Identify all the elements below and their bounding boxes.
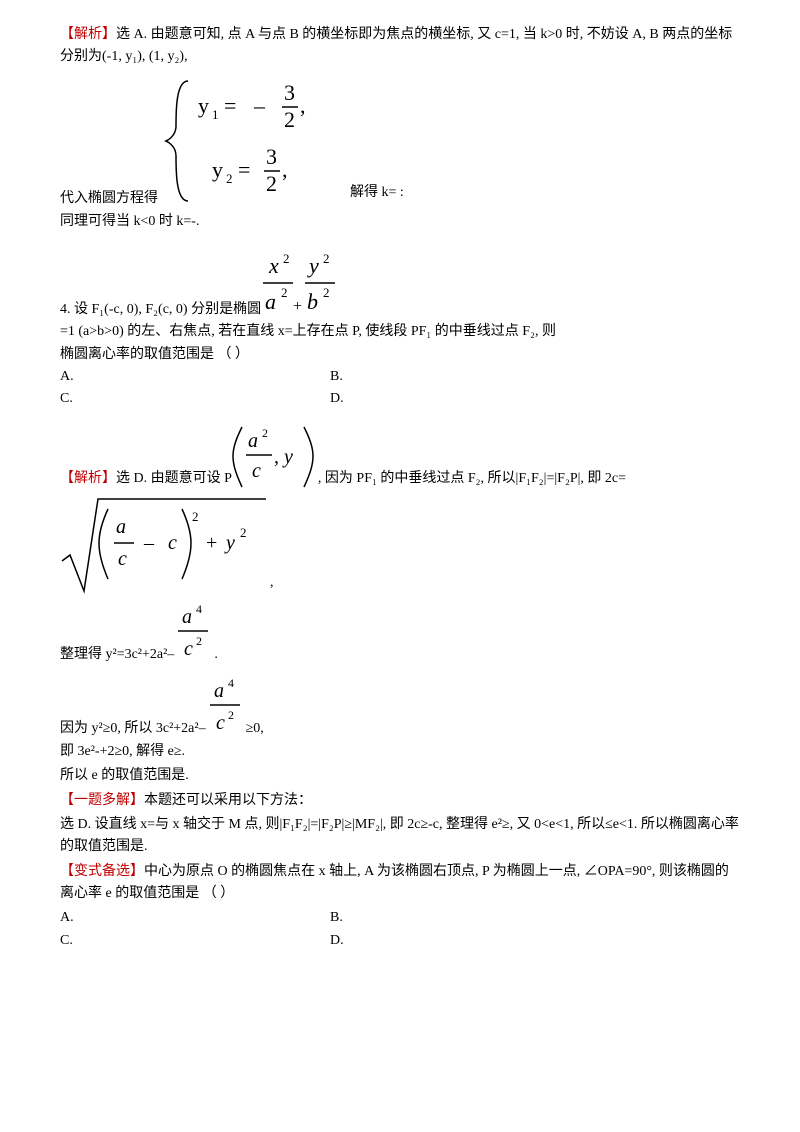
alt-solution: 【一题多解】本题还可以采用以下方法： [60,790,740,812]
svg-text:=: = [238,157,250,182]
svg-text:,: , [282,157,288,182]
analysis-4-label: 【解析】 [60,468,116,490]
svg-text:4: 4 [228,676,234,690]
point-paren-icon: a 2 c , y [232,421,318,491]
svg-text:a: a [116,516,126,538]
analysis-1-eq-line: 代入椭圆方程得 y 1 = – 3 2 , y 2 = 3 2 , 解得 k= … [60,71,740,211]
svg-text:x: x [268,253,279,278]
svg-text:2: 2 [284,107,295,132]
brace-system-icon: y 1 = – 3 2 , y 2 = 3 2 , [158,71,338,211]
svg-text:,: , [300,93,306,118]
svg-text:2: 2 [226,171,233,186]
radical-icon: a c – c 2 + y 2 [60,491,270,601]
alt-label: 【一题多解】 [60,793,144,808]
s4-comma: , [270,572,274,594]
analysis-1-suffix: 解得 k= : [350,182,404,204]
analysis-label: 【解析】 [60,27,116,42]
svg-text:y: y [212,157,223,182]
svg-text:c: c [118,548,127,570]
s4-line5: 即 3e²-+2≥0, 解得 e≥. [60,741,740,763]
variant: 【变式备选】中心为原点 O 的椭圆焦点在 x 轴上, A 为该椭圆右顶点, P … [60,861,740,906]
svg-text:a: a [265,289,276,314]
frac-a4c2-icon: a 4 c 2 [174,601,214,667]
s4-line3-pre: 整理得 y²=3c²+2a²– [60,644,174,666]
svg-text:y: y [198,93,209,118]
var-opt-c: C. [60,930,330,952]
svg-text:,: , [274,446,279,468]
analysis-4-line3: 整理得 y²=3c²+2a²– a 4 c 2 . [60,601,740,667]
svg-text:c: c [216,712,225,734]
svg-text:2: 2 [283,251,290,266]
ellipse-fraction-icon: x 2 a 2 + y 2 b 2 [261,249,337,321]
var-opt-b: B. [330,907,343,929]
s4-line4-pre: 因为 y²≥0, 所以 3c²+2a²– [60,718,206,740]
q4-prefix: 4. 设 F₁(-c, 0), F₂(c, 0) 分别是椭圆 [60,299,261,321]
s4-line3-post: . [214,644,218,666]
question-4: 4. 设 F₁(-c, 0), F₂(c, 0) 分别是椭圆 x 2 a 2 +… [60,249,740,366]
svg-text:2: 2 [323,251,330,266]
analysis-4-radical-line: a c – c 2 + y 2 , [60,491,740,601]
analysis-1-intro: 选 A. 由题意可知, 点 A 与点 B 的横坐标即为焦点的横坐标, 又 c=1… [60,27,732,64]
svg-text:=: = [224,93,236,118]
q4-mid: =1 (a>b>0) 的左、右焦点, 若在直线 x=上存在点 P, 使线段 PF… [60,321,560,366]
svg-text:c: c [168,532,177,554]
svg-text:c: c [252,460,261,482]
analysis-1-prefix: 代入椭圆方程得 [60,188,158,210]
svg-text:a: a [214,680,224,702]
variant-body: 中心为原点 O 的椭圆焦点在 x 轴上, A 为该椭圆右顶点, P 为椭圆上一点… [60,864,729,901]
alt-body: 选 D. 设直线 x=与 x 轴交于 M 点, 则|F₁F₂|=|F₂P|≥|M… [60,814,740,859]
svg-text:2: 2 [262,426,268,440]
s4-pre: 选 D. 由题意可设 P [116,468,232,490]
svg-text:2: 2 [228,708,234,722]
svg-text:3: 3 [266,144,277,169]
var-opts-row1: A. B. [60,907,740,929]
var-opts-row2: C. D. [60,930,740,952]
svg-text:2: 2 [323,285,330,300]
svg-text:y: y [224,532,235,554]
s4-post: , 因为 PF₁ 的中垂线过点 F₂, 所以|F₁F₂|=|F₂P|, 即 2c… [318,468,626,490]
svg-text:+: + [206,532,217,554]
svg-text:1: 1 [212,107,219,122]
s4-line6: 所以 e 的取值范围是. [60,765,740,787]
analysis-4-line1: 【解析】 选 D. 由题意可设 P a 2 c , y , 因为 PF₁ 的中垂… [60,421,740,491]
frac-a4c2-icon-2: a 4 c 2 [206,675,246,741]
svg-text:c: c [184,638,193,660]
variant-label: 【变式备选】 [60,864,144,879]
analysis-4-line4: 因为 y²≥0, 所以 3c²+2a²– a 4 c 2 ≥0, [60,675,740,741]
svg-text:2: 2 [281,285,288,300]
svg-text:–: – [143,532,155,554]
q4-opt-a: A. [60,366,330,388]
alt-intro: 本题还可以采用以下方法： [144,793,312,808]
q4-opt-d: D. [330,388,344,410]
var-opt-a: A. [60,907,330,929]
var-opt-d: D. [330,930,344,952]
svg-text:2: 2 [266,171,277,196]
svg-text:2: 2 [192,509,199,524]
svg-text:2: 2 [240,525,247,540]
svg-text:a: a [182,606,192,628]
svg-text:–: – [253,93,266,118]
q4-opts-row1: A. B. [60,366,740,388]
svg-text:2: 2 [196,634,202,648]
svg-text:b: b [307,289,318,314]
q4-opt-c: C. [60,388,330,410]
analysis-1-line2: 同理可得当 k<0 时 k=-. [60,211,740,233]
svg-text:+: + [293,298,302,315]
svg-text:y: y [282,446,293,468]
analysis-1: 【解析】选 A. 由题意可知, 点 A 与点 B 的横坐标即为焦点的横坐标, 又… [60,24,740,69]
svg-text:4: 4 [196,602,202,616]
s4-line4-post: ≥0, [246,718,264,740]
svg-text:a: a [248,430,258,452]
svg-text:y: y [307,253,319,278]
q4-opt-b: B. [330,366,343,388]
q4-opts-row2: C. D. [60,388,740,410]
svg-text:3: 3 [284,80,295,105]
